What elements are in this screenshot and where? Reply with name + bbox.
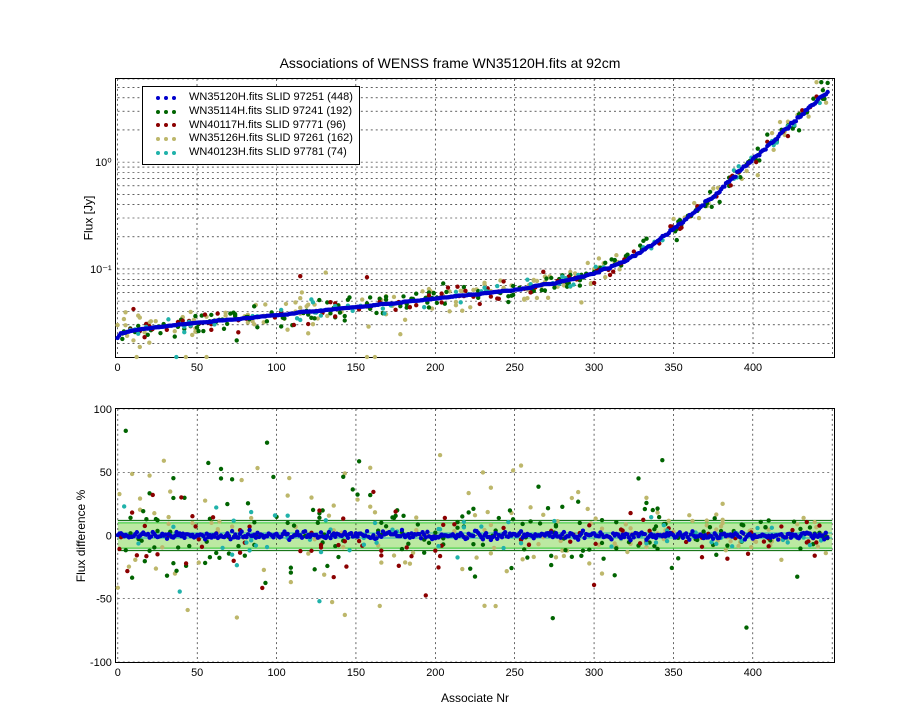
top-xtick-label: 50	[191, 362, 203, 374]
bottom-ytick-label: -50	[96, 594, 112, 606]
bottom-ytick-label: 100	[94, 404, 112, 416]
top-ytick-label: 10⁻¹	[90, 264, 112, 276]
bottom-xtick-label: 100	[267, 667, 285, 679]
legend-label: WN35120H.fits SLID 97251 (448)	[189, 91, 353, 105]
bottom-xtick-label: 250	[506, 667, 524, 679]
figure: Associations of WENSS frame WN35120H.fit…	[0, 0, 900, 720]
bottom-xlabel: Associate Nr	[115, 691, 835, 705]
top-xtick-label: 400	[744, 362, 762, 374]
legend-item: WN40117H.fits SLID 97771 (96)	[149, 119, 353, 133]
top-xtick-label: 200	[426, 362, 444, 374]
legend-marker	[149, 110, 183, 114]
legend-label: WN35114H.fits SLID 97241 (192)	[189, 105, 352, 119]
bottom-plot-surface: 501001502002503003504000-100-50050100	[116, 409, 834, 662]
top-xtick-label: 0	[115, 362, 121, 374]
legend-label: WN35126H.fits SLID 97261 (162)	[189, 132, 353, 146]
bottom-ytick-label: 50	[100, 467, 112, 479]
legend-item: WN35120H.fits SLID 97251 (448)	[149, 91, 353, 105]
legend-item: WN35126H.fits SLID 97261 (162)	[149, 132, 353, 146]
legend-marker	[149, 137, 183, 141]
legend-label: WN40123H.fits SLID 97781 (74)	[189, 146, 347, 160]
legend-item: WN40123H.fits SLID 97781 (74)	[149, 146, 353, 160]
bottom-xtick-label: 350	[664, 667, 682, 679]
legend-marker	[149, 123, 183, 127]
top-xtick-label: 100	[267, 362, 285, 374]
bottom-xtick-label: 400	[744, 667, 762, 679]
bottom-xtick-label: 0	[115, 667, 121, 679]
legend-marker	[149, 96, 183, 100]
figure-title: Associations of WENSS frame WN35120H.fit…	[0, 55, 900, 71]
bottom-xtick-label: 200	[426, 667, 444, 679]
bottom-ytick-label: 0	[106, 530, 112, 542]
top-ylabel: Flux [Jy]	[81, 196, 95, 241]
bottom-axes: 501001502002503003504000-100-50050100 Fl…	[115, 408, 835, 663]
top-xtick-label: 350	[664, 362, 682, 374]
legend-item: WN35114H.fits SLID 97241 (192)	[149, 105, 353, 119]
legend-marker	[149, 151, 183, 155]
bottom-ylabel: Flux difference %	[74, 476, 88, 596]
bottom-xtick-label: 300	[585, 667, 603, 679]
top-xtick-label: 300	[585, 362, 603, 374]
top-xtick-label: 250	[506, 362, 524, 374]
top-xtick-label: 150	[347, 362, 365, 374]
bottom-ytick-label: -100	[90, 657, 112, 669]
top-ytick-label: 10⁰	[95, 157, 112, 169]
bottom-xtick-label: 150	[347, 667, 365, 679]
bottom-xtick-label: 50	[191, 667, 203, 679]
top-axes: 50100150200250300350400010⁻¹10⁰ Flux [Jy…	[115, 78, 835, 358]
legend-label: WN40117H.fits SLID 97771 (96)	[189, 119, 346, 133]
legend-box: WN35120H.fits SLID 97251 (448)WN35114H.f…	[142, 86, 360, 165]
